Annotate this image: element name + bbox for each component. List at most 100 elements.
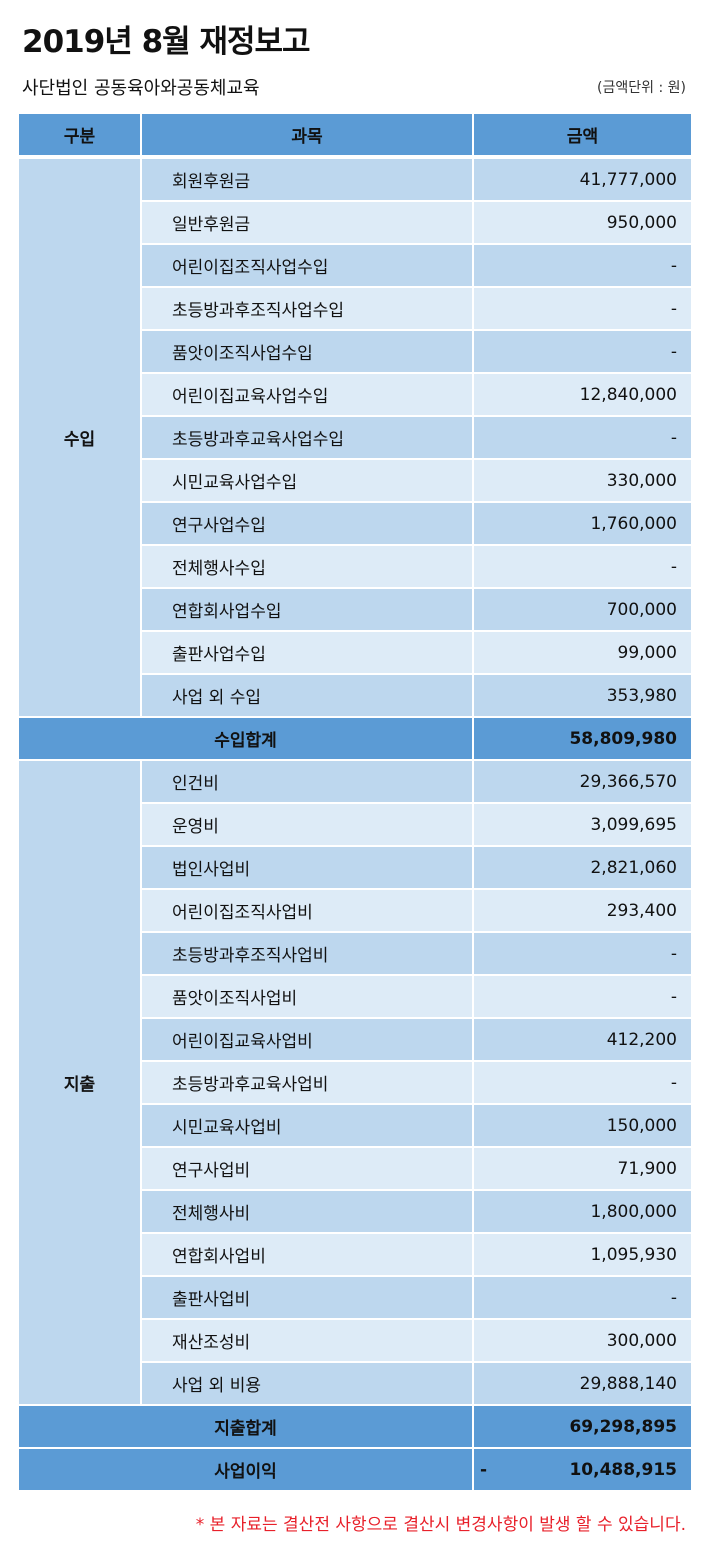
item-name: 품앗이조직사업비 (142, 976, 472, 1017)
table-row: 초등방과후조직사업비 - (142, 933, 691, 974)
item-name: 출판사업수입 (142, 632, 472, 673)
item-name: 어린이집조직사업비 (142, 890, 472, 931)
table-row: 연구사업수입 1,760,000 (142, 503, 691, 544)
item-name: 사업 외 비용 (142, 1363, 472, 1404)
table-row: 연합회사업수입 700,000 (142, 589, 691, 630)
item-name: 시민교육사업수입 (142, 460, 472, 501)
item-amount: 700,000 (474, 589, 691, 630)
table-row: 초등방과후교육사업수입 - (142, 417, 691, 458)
item-name: 초등방과후교육사업비 (142, 1062, 472, 1103)
item-name: 운영비 (142, 804, 472, 845)
item-name: 사업 외 수입 (142, 675, 472, 716)
item-amount: 99,000 (474, 632, 691, 673)
expense-total-value: 69,298,895 (474, 1406, 691, 1447)
item-amount: - (474, 933, 691, 974)
item-amount: 29,888,140 (474, 1363, 691, 1404)
table-row: 초등방과후교육사업비 - (142, 1062, 691, 1103)
table-row: 어린이집조직사업비 293,400 (142, 890, 691, 931)
table-row: 시민교육사업수입 330,000 (142, 460, 691, 501)
item-amount: 2,821,060 (474, 847, 691, 888)
item-name: 전체행사수입 (142, 546, 472, 587)
profit-sign: - (480, 1459, 488, 1480)
item-name: 회원후원금 (142, 159, 472, 200)
income-label: 수입 (19, 159, 140, 716)
item-name: 재산조성비 (142, 1320, 472, 1361)
item-amount: 150,000 (474, 1105, 691, 1146)
item-amount: 3,099,695 (474, 804, 691, 845)
table-row: 인건비 29,366,570 (142, 761, 691, 802)
table-row: 재산조성비 300,000 (142, 1320, 691, 1361)
item-name: 시민교육사업비 (142, 1105, 472, 1146)
profit-amount: 10,488,915 (569, 1459, 677, 1480)
item-amount: 29,366,570 (474, 761, 691, 802)
table-row: 전체행사수입 - (142, 546, 691, 587)
table-row: 사업 외 수입 353,980 (142, 675, 691, 716)
item-name: 초등방과후교육사업수입 (142, 417, 472, 458)
item-amount: 330,000 (474, 460, 691, 501)
table-row: 사업 외 비용 29,888,140 (142, 1363, 691, 1404)
item-amount: 1,800,000 (474, 1191, 691, 1232)
header-category: 구분 (19, 114, 140, 155)
table-row: 연합회사업비 1,095,930 (142, 1234, 691, 1275)
table-row: 품앗이조직사업수입 - (142, 331, 691, 372)
item-name: 연구사업수입 (142, 503, 472, 544)
item-amount: - (474, 417, 691, 458)
item-name: 어린이집교육사업비 (142, 1019, 472, 1060)
table-header: 구분 과목 금액 (19, 114, 691, 155)
table-row: 전체행사비 1,800,000 (142, 1191, 691, 1232)
item-amount: - (474, 331, 691, 372)
table-row: 초등방과후조직사업수입 - (142, 288, 691, 329)
item-name: 연합회사업수입 (142, 589, 472, 630)
item-amount: - (474, 976, 691, 1017)
expense-section: 지출 인건비 29,366,570 운영비 3,099,695 법인사업비 2,821,0… (19, 761, 691, 1406)
item-amount: - (474, 1062, 691, 1103)
unit-note: (금액단위 : 원) (597, 80, 686, 96)
footnote: * 본 자료는 결산전 사항으로 결산시 변경사항이 발생 할 수 있습니다. (195, 1515, 686, 1535)
item-amount: 353,980 (474, 675, 691, 716)
item-amount: 1,760,000 (474, 503, 691, 544)
table-row: 어린이집조직사업수입 - (142, 245, 691, 286)
table-row: 출판사업수입 99,000 (142, 632, 691, 673)
item-amount: 293,400 (474, 890, 691, 931)
item-amount: - (474, 245, 691, 286)
item-amount: 12,840,000 (474, 374, 691, 415)
item-name: 출판사업비 (142, 1277, 472, 1318)
header-amount: 금액 (474, 114, 691, 155)
expense-total-row: 지출합계 69,298,895 (19, 1406, 691, 1447)
item-name: 품앗이조직사업수입 (142, 331, 472, 372)
profit-row: 사업이익 - 10,488,915 (19, 1449, 691, 1490)
organization-name: 사단법인 공동육아와공동체교육 (22, 78, 260, 99)
item-name: 어린이집교육사업수입 (142, 374, 472, 415)
table-row: 어린이집교육사업수입 12,840,000 (142, 374, 691, 415)
table-row: 품앗이조직사업비 - (142, 976, 691, 1017)
item-amount: 71,900 (474, 1148, 691, 1189)
item-amount: - (474, 288, 691, 329)
table-row: 법인사업비 2,821,060 (142, 847, 691, 888)
table-row: 회원후원금 41,777,000 (142, 159, 691, 200)
item-name: 초등방과후조직사업비 (142, 933, 472, 974)
header-item: 과목 (142, 114, 472, 155)
item-name: 전체행사비 (142, 1191, 472, 1232)
item-name: 연합회사업비 (142, 1234, 472, 1275)
item-name: 인건비 (142, 761, 472, 802)
income-total-value: 58,809,980 (474, 718, 691, 759)
profit-label: 사업이익 (19, 1449, 472, 1490)
item-amount: 950,000 (474, 202, 691, 243)
item-amount: 41,777,000 (474, 159, 691, 200)
table-row: 연구사업비 71,900 (142, 1148, 691, 1189)
income-total-row: 수입합계 58,809,980 (19, 718, 691, 759)
item-name: 어린이집조직사업수입 (142, 245, 472, 286)
item-name: 일반후원금 (142, 202, 472, 243)
item-name: 연구사업비 (142, 1148, 472, 1189)
table-row: 어린이집교육사업비 412,200 (142, 1019, 691, 1060)
profit-value: - 10,488,915 (474, 1449, 691, 1490)
page-title: 2019년 8월 재정보고 (22, 24, 311, 60)
item-amount: 1,095,930 (474, 1234, 691, 1275)
table-row: 운영비 3,099,695 (142, 804, 691, 845)
expense-total-label: 지출합계 (19, 1406, 472, 1447)
table-row: 일반후원금 950,000 (142, 202, 691, 243)
item-name: 법인사업비 (142, 847, 472, 888)
income-total-label: 수입합계 (19, 718, 472, 759)
expense-label: 지출 (19, 761, 140, 1404)
finance-table: 구분 과목 금액 수입 회원후원금 41,777,000 일반후원금 950,000 어… (19, 114, 691, 1492)
